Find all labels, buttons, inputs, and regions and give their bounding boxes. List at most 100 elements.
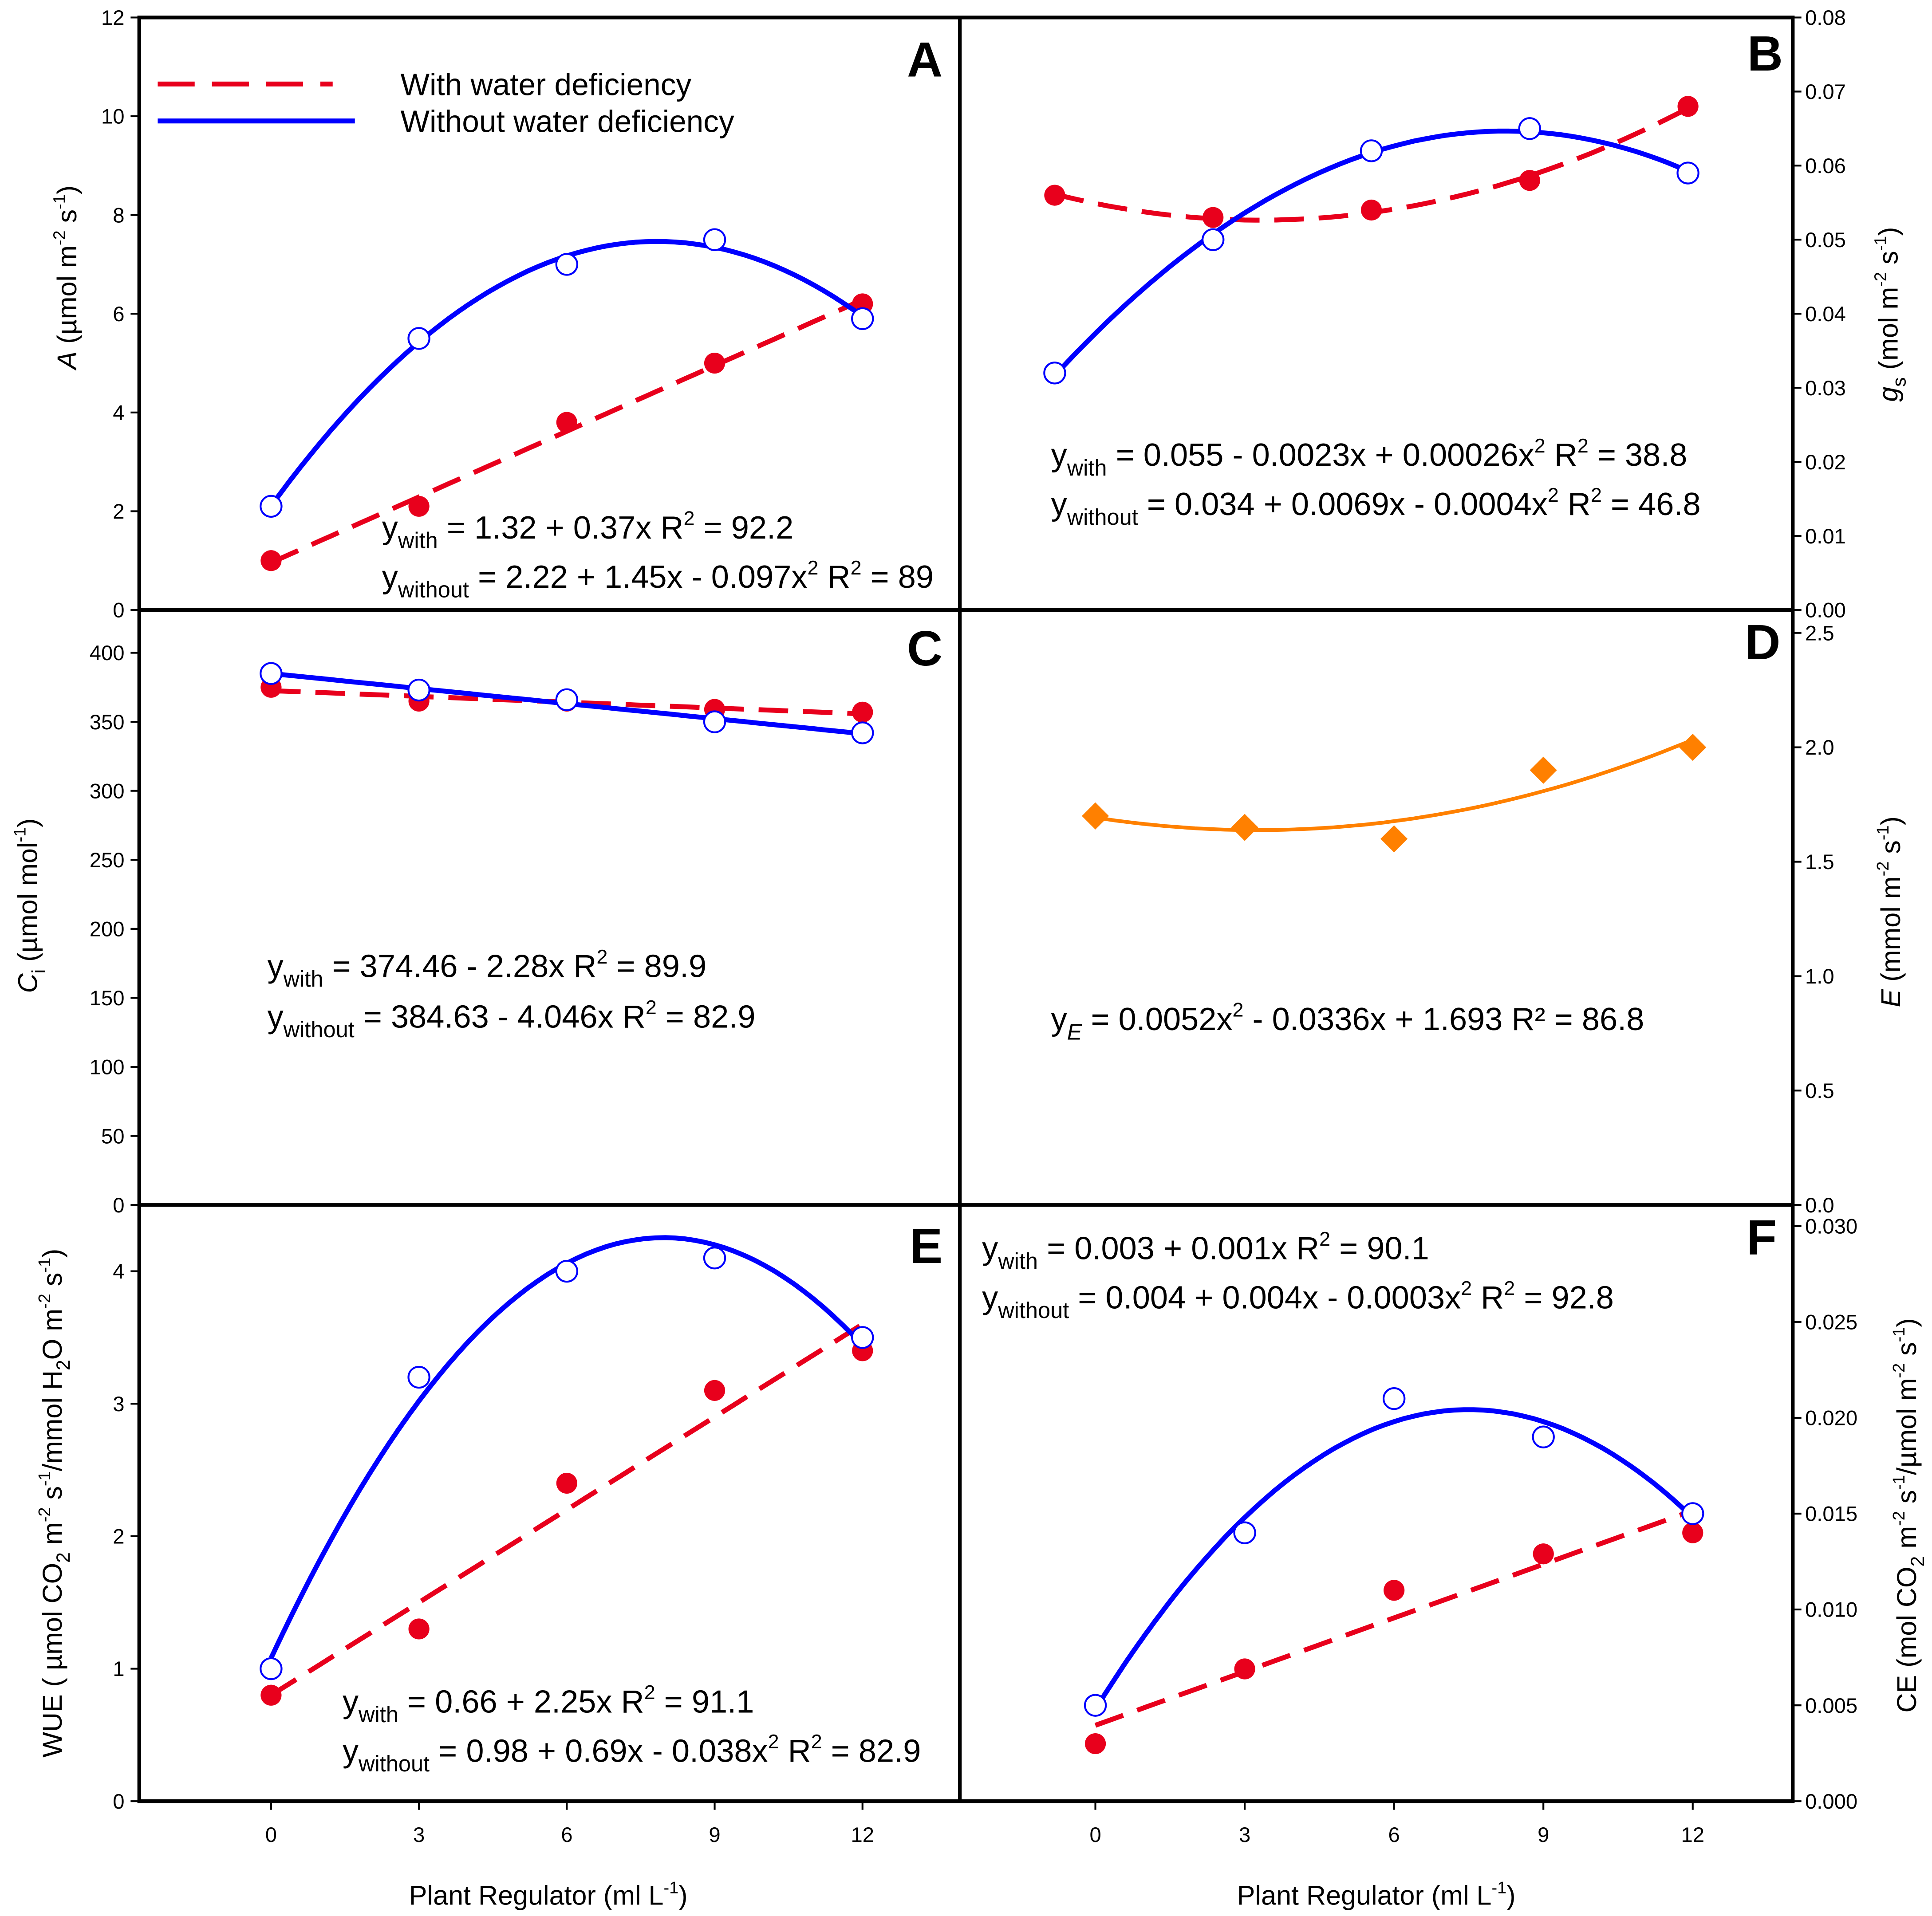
regression-equation-part: 2 — [1591, 484, 1602, 506]
y-tick-label: 0 — [113, 1194, 124, 1217]
data-point-without — [703, 710, 726, 733]
regression-equation-part: 2 — [1461, 1277, 1472, 1299]
y-axis-label-part: -1 — [11, 827, 30, 842]
x-tick-label: 3 — [1239, 1823, 1250, 1847]
regression-equation-part: y — [343, 1733, 359, 1769]
regression-equation-part: 2 — [811, 1731, 822, 1753]
y-tick-label: 50 — [101, 1125, 125, 1148]
panel-letter: B — [1747, 26, 1783, 81]
panel-letter: F — [1747, 1209, 1777, 1265]
y-tick-label: 2 — [113, 1525, 124, 1549]
regression-equation-part: = 82.9 — [657, 999, 756, 1035]
y-axis-label-part: -1 — [1890, 1327, 1908, 1342]
data-point-without — [1084, 1694, 1107, 1717]
y-axis-label-part: ) — [52, 185, 82, 194]
data-point-without — [1043, 362, 1066, 385]
y-axis-label-part: ) — [1873, 227, 1903, 236]
data-point-with — [260, 550, 282, 571]
y-axis-label-part: /µmol m — [1892, 1378, 1922, 1475]
regression-equation-part: = 92.8 — [1515, 1280, 1614, 1315]
y-axis-label-part: -1 — [1872, 236, 1890, 251]
regression-equation-part: 2 — [768, 1731, 779, 1753]
regression-equation-part: 2 — [597, 946, 608, 968]
regression-equation-part: = 2.22 + 1.45x - 0.097x — [469, 559, 808, 595]
y-tick-label: 0.015 — [1805, 1503, 1857, 1526]
data-point-without — [1532, 1425, 1555, 1448]
data-point-without — [260, 662, 283, 685]
regression-equation-part: = 0.66 + 2.25x R — [398, 1684, 644, 1719]
regression-equation-part: = 90.1 — [1330, 1231, 1429, 1266]
y-axis-label-part: s — [1892, 1342, 1922, 1363]
y-axis-label-part: ) — [1892, 1318, 1922, 1327]
fit-line-without — [1053, 128, 1689, 378]
y-tick-label: 0.04 — [1805, 303, 1846, 326]
y-tick-label: 0.05 — [1805, 228, 1846, 252]
data-point-with — [1044, 185, 1065, 206]
y-tick-label: 0 — [113, 599, 124, 622]
data-point-without — [1202, 228, 1225, 251]
regression-equation: yE = 0.0052x2 - 0.0336x + 1.693 R² = 86.… — [1051, 999, 1644, 1045]
regression-equation-part: 2 — [646, 996, 657, 1019]
fit-line-with — [269, 1322, 864, 1698]
data-point-without — [1233, 1521, 1256, 1544]
x-tick-label: 9 — [1538, 1823, 1549, 1847]
y-tick-label: 0.025 — [1805, 1311, 1857, 1334]
fit-line-without — [269, 239, 864, 508]
data-point-without — [260, 495, 283, 518]
y-tick-label: 4 — [113, 401, 124, 425]
y-tick-label: 6 — [113, 303, 124, 326]
legend-label: With water deficiency — [400, 67, 691, 102]
panel-A: 0 2 4 6 8 10 12 A — [101, 6, 942, 622]
data-point-without — [407, 327, 430, 350]
data-point-E — [1231, 814, 1258, 841]
regression-equation-part: = 89 — [861, 559, 934, 595]
regression-equation-part: 2 — [644, 1681, 655, 1704]
regression-equation-part: = 89.9 — [607, 949, 706, 984]
y-tick-label: 0.00 — [1805, 599, 1846, 622]
regression-equation-part: 2 — [1319, 1228, 1330, 1250]
data-point-with — [260, 1684, 282, 1706]
regression-equation-part: - 0.0336x + 1.693 R² = 86.8 — [1243, 1002, 1644, 1037]
data-point-with — [408, 1618, 430, 1640]
data-point-without — [555, 1259, 579, 1283]
data-point-without — [851, 721, 874, 744]
regression-equation-part: 2 — [1577, 435, 1589, 457]
regression-equation: ywithout = 2.22 + 1.45x - 0.097x2 R2 = 8… — [382, 557, 934, 602]
y-tick-label: 350 — [90, 711, 125, 734]
regression-equation-part: without — [283, 1017, 355, 1042]
regression-equation-part: with — [1067, 455, 1107, 480]
y-axis-label-part: -1 — [35, 1471, 54, 1486]
data-point-without — [1518, 117, 1541, 140]
y-tick-label: 1.5 — [1805, 850, 1834, 874]
y-axis-label-part: -2 — [1890, 1363, 1908, 1378]
y-axis-label-part: -1 — [1890, 1475, 1908, 1490]
regression-equation-part: R — [779, 1733, 811, 1769]
y-axis-label-part: -2 — [1890, 1511, 1908, 1526]
x-axis-label: Plant Regulator (ml L-1) — [1237, 1879, 1516, 1911]
data-point-without — [555, 688, 579, 712]
x-tick-label: 9 — [709, 1823, 720, 1847]
regression-equation-part: 2 — [1534, 435, 1546, 457]
regression-equation-part: = 384.63 - 4.046x R — [355, 999, 646, 1035]
x-axis-label-part: Plant Regulator (ml L — [409, 1880, 664, 1910]
data-point-without — [1382, 1387, 1406, 1410]
data-point-with — [1384, 1580, 1405, 1601]
data-point-E — [1082, 802, 1109, 830]
regression-equation-part: = 0.004 + 0.004x - 0.0003x — [1069, 1280, 1461, 1315]
regression-equation-part: y — [382, 559, 398, 595]
y-axis-label-part: -1 — [51, 194, 69, 209]
data-point-with — [1084, 1733, 1106, 1755]
y-axis-label-part: O m — [37, 1309, 67, 1360]
regression-equation-part: = 1.32 + 0.37x R — [438, 510, 684, 546]
x-axis-label: Plant Regulator (ml L-1) — [409, 1879, 688, 1911]
x-axis-label-part: ) — [1506, 1880, 1515, 1910]
panel-D: 0.0 0.5 1.0 1.5 2.0 2.5 D — [1082, 614, 1834, 1217]
regression-equation-part: = 0.0052x — [1082, 1002, 1232, 1037]
data-point-with — [408, 496, 430, 517]
y-tick-label: 0.02 — [1805, 451, 1846, 474]
data-point-without — [407, 678, 430, 702]
regression-equation-part: R — [1559, 487, 1591, 522]
data-point-without — [851, 307, 874, 330]
regression-equation-part: 2 — [1548, 484, 1559, 506]
data-point-with — [556, 412, 577, 433]
